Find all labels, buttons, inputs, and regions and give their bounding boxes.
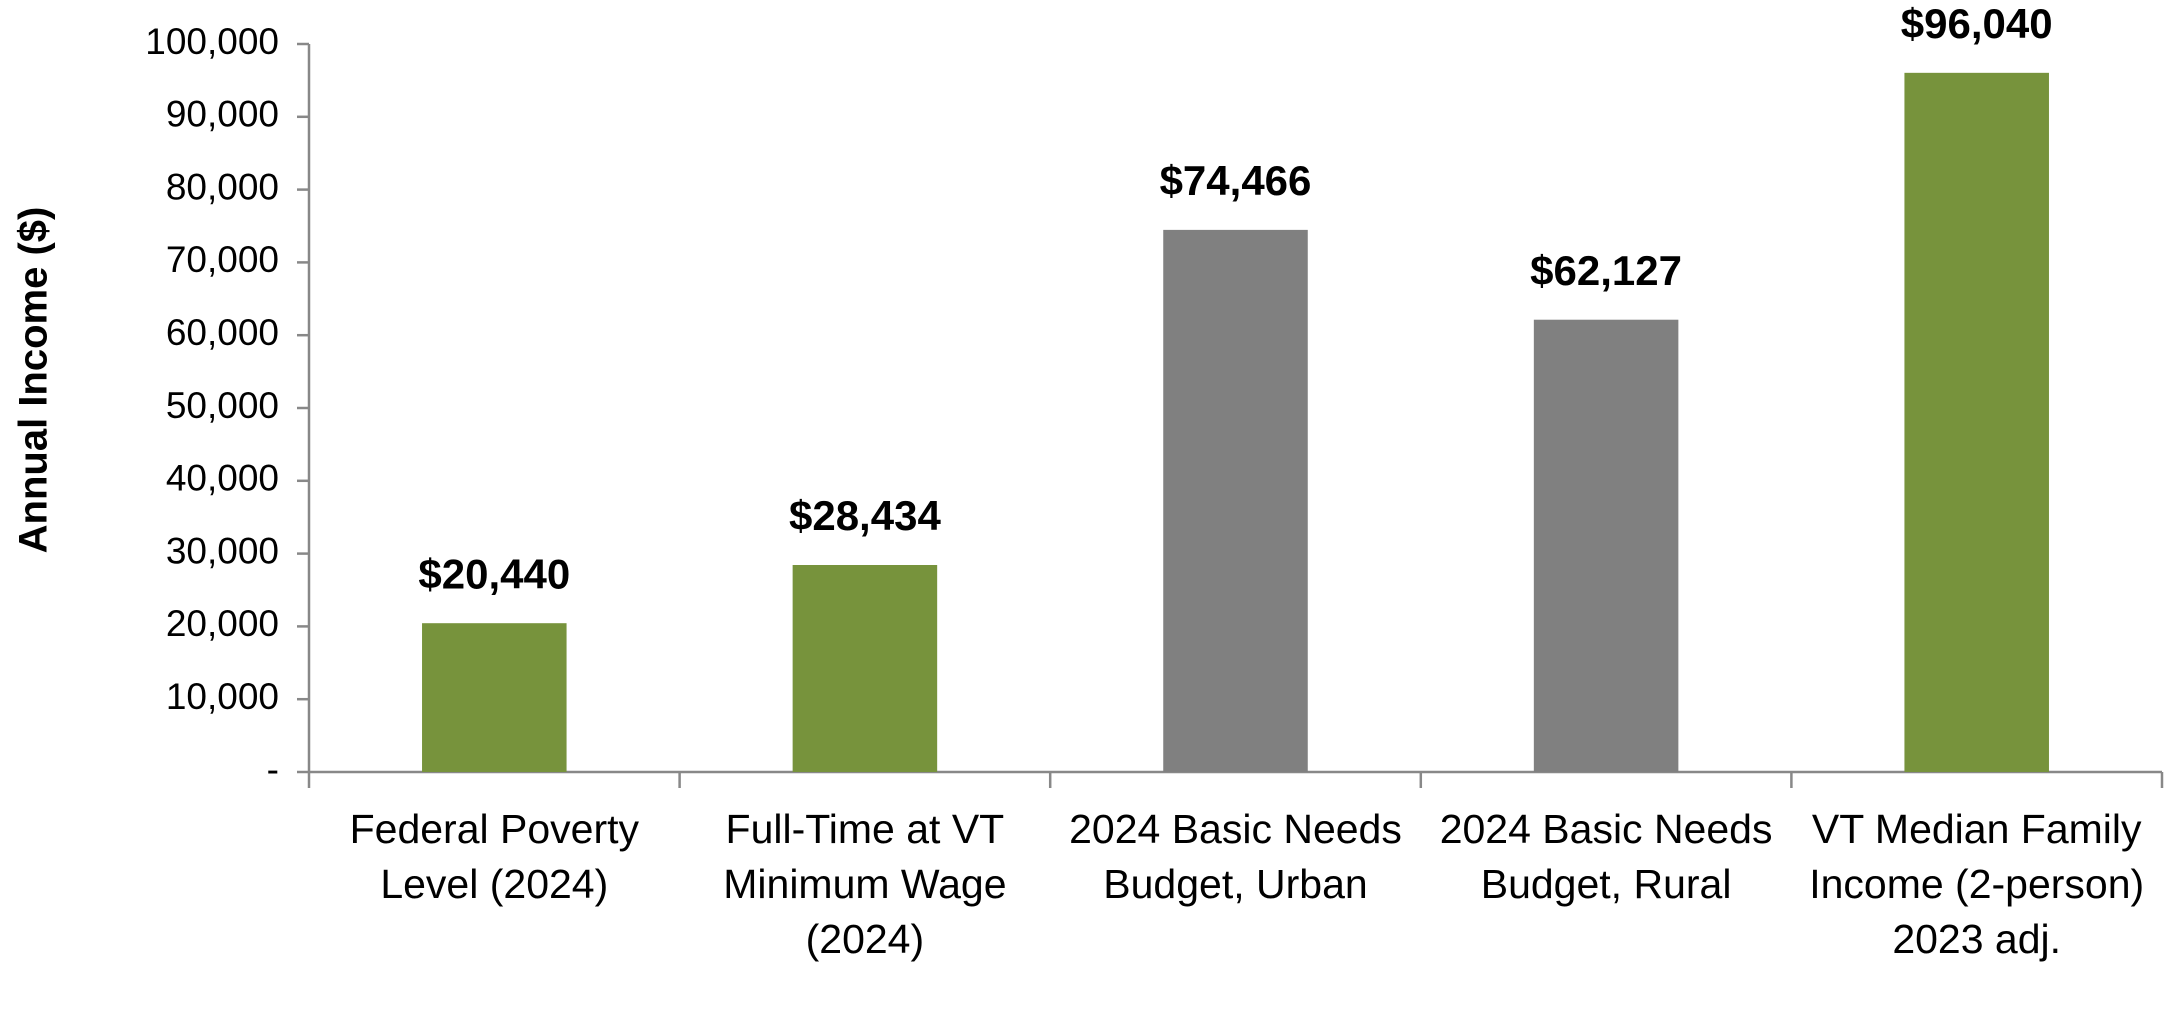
x-tick-label: VT Median Family Income (2-person) 2023 … xyxy=(1809,806,2145,962)
y-tick-label: 100,000 xyxy=(145,21,279,62)
bar xyxy=(1163,229,1308,773)
bar xyxy=(422,623,567,772)
x-tick-label: 2024 Basic Needs Budget, Rural xyxy=(1439,806,1773,907)
y-tick-label: 90,000 xyxy=(166,94,279,135)
x-tick-label: 2024 Basic Needs Budget, Urban xyxy=(1069,806,1402,907)
y-tick-label: 60,000 xyxy=(166,312,279,353)
y-axis-title: Annual Income ($) xyxy=(12,207,56,554)
bar xyxy=(1904,72,2049,772)
y-tick-label: - xyxy=(267,749,279,790)
y-tick-label: 30,000 xyxy=(166,530,279,571)
bar xyxy=(792,565,938,772)
x-tick-label: Federal Poverty Level (2024) xyxy=(349,806,639,907)
value-label: $74,466 xyxy=(1160,157,1312,204)
y-tick-label: 70,000 xyxy=(166,239,279,280)
y-tick-label: 80,000 xyxy=(166,166,279,207)
value-label: $20,440 xyxy=(418,550,570,597)
y-tick-label: 50,000 xyxy=(166,385,279,426)
y-tick-label: 20,000 xyxy=(166,603,279,644)
y-tick-label: 40,000 xyxy=(166,458,279,499)
value-label: $28,434 xyxy=(789,492,941,539)
value-label: $62,127 xyxy=(1530,247,1682,294)
bar xyxy=(1533,319,1679,772)
value-label: $96,040 xyxy=(1901,0,2053,47)
y-tick-label: 10,000 xyxy=(166,676,279,717)
x-tick-label: Full-Time at VT Minimum Wage (2024) xyxy=(723,806,1007,962)
